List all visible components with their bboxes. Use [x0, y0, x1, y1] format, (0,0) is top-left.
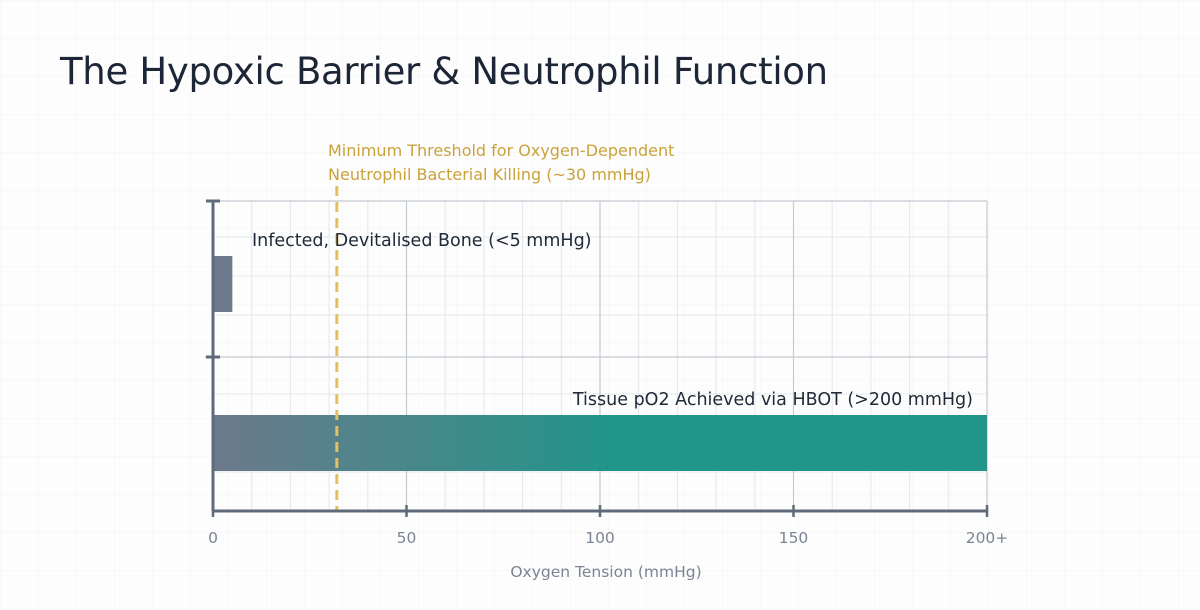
x-tick-label: 100 — [585, 529, 615, 547]
threshold-label-line-1: Neutrophil Bacterial Killing (~30 mmHg) — [328, 165, 651, 184]
bar-0 — [213, 256, 233, 312]
threshold-marker: Minimum Threshold for Oxygen-Dependent Ne… — [328, 141, 674, 511]
bar-label-1: Tissue pO2 Achieved via HBOT (>200 mmHg) — [572, 390, 973, 410]
x-tick-label: 200+ — [966, 529, 1009, 547]
threshold-label-line-0: Minimum Threshold for Oxygen-Dependent — [328, 141, 674, 160]
bar-1 — [213, 415, 987, 471]
bar-label-0: Infected, Devitalised Bone (<5 mmHg) — [252, 231, 592, 251]
x-tick-label: 0 — [208, 529, 218, 547]
x-tick-label: 150 — [779, 529, 809, 547]
labels: Infected, Devitalised Bone (<5 mmHg) Tiss… — [208, 231, 1008, 581]
page-title: The Hypoxic Barrier & Neutrophil Functio… — [60, 50, 828, 93]
bars — [213, 256, 987, 471]
axes — [206, 199, 989, 517]
x-axis-title: Oxygen Tension (mmHg) — [510, 563, 701, 581]
x-tick-label: 50 — [397, 529, 417, 547]
